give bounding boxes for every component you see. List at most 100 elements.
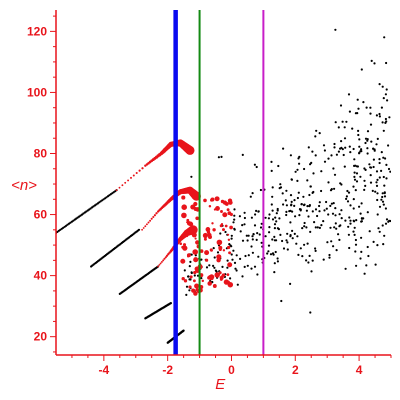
- data-point: [233, 261, 237, 264]
- data-point: [378, 158, 381, 161]
- data-point: [311, 259, 314, 262]
- data-point: [222, 212, 228, 218]
- data-point: [226, 259, 229, 262]
- data-point: [354, 164, 357, 167]
- data-point: [256, 273, 259, 276]
- data-point: [243, 211, 246, 214]
- data-point: [344, 146, 347, 149]
- data-point: [250, 267, 253, 270]
- data-point: [384, 222, 388, 225]
- data-point: [293, 204, 296, 207]
- data-point: [358, 152, 361, 155]
- data-point: [189, 260, 192, 263]
- data-point: [383, 36, 386, 39]
- data-point: [334, 121, 337, 124]
- data-point: [220, 155, 223, 158]
- data-point: [215, 270, 218, 273]
- data-point: [347, 191, 351, 194]
- data-point: [289, 235, 292, 238]
- data-point: [314, 247, 317, 250]
- data-point: [202, 232, 208, 239]
- data-point: [296, 168, 299, 171]
- data-point: [250, 216, 253, 219]
- data-point: [299, 208, 302, 211]
- data-point: [218, 245, 223, 250]
- data-point: [359, 212, 362, 215]
- data-point: [385, 218, 389, 221]
- data-point: [338, 213, 341, 216]
- data-point: [333, 146, 336, 149]
- data-point: [365, 264, 368, 267]
- data-point: [196, 274, 200, 277]
- data-point: [193, 201, 198, 207]
- data-point: [374, 190, 377, 193]
- data-point: [353, 220, 356, 223]
- data-point: [377, 227, 380, 230]
- data-point: [233, 227, 236, 230]
- data-point: [347, 225, 350, 228]
- data-point: [360, 217, 364, 220]
- data-point: [344, 267, 347, 270]
- data-point: [383, 234, 386, 237]
- data-point: [348, 246, 351, 250]
- data-point: [115, 189, 118, 192]
- data-point: [165, 254, 169, 257]
- data-point: [303, 221, 306, 225]
- data-point: [277, 164, 280, 168]
- data-point: [357, 107, 360, 110]
- data-point: [230, 237, 233, 240]
- data-point: [342, 153, 345, 157]
- data-point: [334, 207, 337, 210]
- data-point: [299, 247, 302, 250]
- data-point: [185, 293, 188, 296]
- data-point: [246, 239, 249, 242]
- data-point: [365, 106, 368, 109]
- data-point: [163, 257, 166, 260]
- data-point: [273, 223, 277, 226]
- data-point: [381, 121, 384, 124]
- data-point: [302, 204, 306, 207]
- data-point: [332, 167, 335, 170]
- data-point: [267, 244, 271, 247]
- data-point: [208, 235, 212, 239]
- data-point: [213, 208, 216, 211]
- data-point: [309, 311, 312, 314]
- data-point: [375, 114, 378, 117]
- data-point: [354, 189, 357, 192]
- data-point: [290, 200, 293, 203]
- data-point: [273, 271, 276, 274]
- data-point: [333, 187, 336, 190]
- data-point: [297, 253, 300, 256]
- y-tick-label: 80: [34, 146, 48, 160]
- data-point: [209, 248, 213, 252]
- data-point: [380, 169, 383, 172]
- data-point: [164, 256, 167, 259]
- data-point: [230, 245, 233, 248]
- y-tick-label: 60: [34, 208, 48, 222]
- data-point: [215, 205, 220, 211]
- data-point: [271, 186, 274, 189]
- data-point: [169, 302, 172, 305]
- data-point: [382, 175, 385, 179]
- data-point: [273, 227, 276, 230]
- data-point: [282, 203, 285, 206]
- y-tick-label: 20: [34, 330, 48, 344]
- data-point: [227, 262, 233, 268]
- data-point: [346, 200, 350, 203]
- data-point: [208, 275, 213, 280]
- data-point: [356, 98, 359, 101]
- data-point: [191, 288, 196, 293]
- data-point: [135, 171, 138, 175]
- data-point: [251, 251, 254, 254]
- data-point: [370, 59, 373, 63]
- data-point: [300, 203, 303, 206]
- data-point: [285, 204, 288, 207]
- data-point: [244, 254, 247, 258]
- data-point: [339, 104, 343, 107]
- data-point: [235, 254, 238, 257]
- data-point: [376, 244, 379, 247]
- data-point: [188, 221, 194, 227]
- data-point: [362, 101, 365, 104]
- data-point: [353, 178, 357, 181]
- data-point: [193, 207, 198, 211]
